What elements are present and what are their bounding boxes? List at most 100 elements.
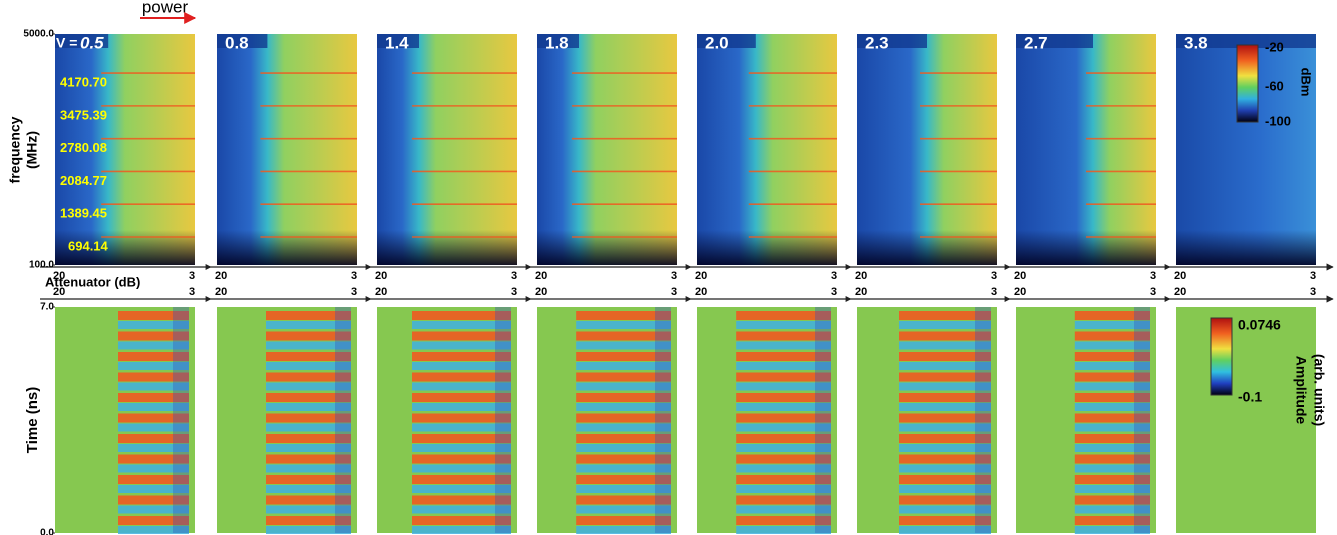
harmonic-label: 4170.70 — [60, 75, 107, 90]
waveform-stripe — [576, 485, 671, 493]
x-tick-label: 20 — [1014, 286, 1026, 298]
x-tick-label: 20 — [53, 286, 65, 298]
waveform-stripe — [1074, 311, 1150, 320]
y-tick-label: 0.0 — [40, 528, 54, 535]
waveform-stripe — [266, 423, 351, 432]
waveform-edge — [495, 307, 511, 533]
waveform-stripe — [1074, 495, 1150, 505]
waveform-stripe — [118, 485, 189, 493]
waveform-stripe — [412, 393, 511, 402]
waveform-stripe — [899, 311, 991, 320]
colorbar-label: Amplitude — [1293, 356, 1309, 425]
waveform-stripe — [266, 382, 351, 391]
waveform-stripe — [1074, 526, 1150, 534]
waveform-stripe — [576, 311, 671, 320]
waveform-stripe — [118, 403, 189, 411]
harmonic-label: 1389.45 — [60, 206, 107, 221]
waveform-stripe — [576, 423, 671, 432]
x-tick-label: 20 — [855, 270, 867, 282]
waveform-stripe — [412, 331, 511, 341]
colorbar-label: (arb. units) — [1311, 354, 1327, 426]
waveform-stripe — [118, 526, 189, 534]
waveform-stripe — [412, 495, 511, 505]
panel-label: 2.7 — [1024, 33, 1048, 52]
waveform-stripe — [899, 454, 991, 464]
waveform-stripe — [412, 321, 511, 329]
waveform-stripe — [118, 321, 189, 329]
waveform-stripe — [412, 454, 511, 464]
waveform-stripe — [736, 393, 831, 402]
waveform-stripe — [899, 393, 991, 402]
waveform-stripe — [736, 403, 831, 411]
waveform-stripe — [576, 372, 671, 382]
x-tick-label: 20 — [215, 270, 227, 282]
waveform-stripe — [412, 341, 511, 350]
waveform-stripe — [736, 341, 831, 350]
waveform-stripe — [576, 362, 671, 370]
waveform-stripe — [899, 423, 991, 432]
waveform-stripe — [576, 321, 671, 329]
waveform-stripe — [1074, 372, 1150, 382]
waveform-stripe — [576, 352, 671, 361]
waveform-stripe — [412, 423, 511, 432]
voltage-prefix: V = — [56, 35, 77, 51]
waveform-stripe — [412, 413, 511, 423]
colorbar-tick: -0.1 — [1238, 389, 1262, 405]
x-label: Attenuator (dB) — [45, 274, 140, 289]
x-tick-label: 3 — [1310, 270, 1316, 282]
waveform-stripe — [266, 352, 351, 361]
x-tick-label: 3 — [1310, 286, 1316, 298]
waveform-stripe — [1074, 464, 1150, 473]
waveform-stripe — [118, 311, 189, 320]
panel-label: 1.4 — [385, 33, 409, 52]
waveform-stripe — [412, 485, 511, 493]
y-label-bottom: Time (ns) — [24, 387, 41, 453]
x-tick-label: 3 — [671, 286, 677, 298]
waveform-stripe — [899, 485, 991, 493]
x-tick-label: 20 — [1174, 270, 1186, 282]
waveform-stripe — [118, 454, 189, 464]
waveform-stripe — [266, 505, 351, 514]
waveform-stripe — [412, 403, 511, 411]
spectrogram-shade — [1176, 230, 1316, 265]
x-tick-label: 20 — [215, 286, 227, 298]
x-tick-label: 20 — [695, 270, 707, 282]
waveform-stripe — [412, 516, 511, 525]
waveform-stripe — [1074, 434, 1150, 443]
x-tick-label: 20 — [695, 286, 707, 298]
waveform-stripe — [576, 505, 671, 514]
panel-label: 0.5 — [80, 33, 104, 52]
waveform-stripe — [266, 403, 351, 411]
x-tick-label: 3 — [351, 286, 357, 298]
waveform-stripe — [736, 495, 831, 505]
waveform-stripe — [118, 341, 189, 350]
colorbar-tick: -100 — [1265, 113, 1291, 128]
x-tick-label: 20 — [535, 286, 547, 298]
waveform-stripe — [1074, 423, 1150, 432]
y-tick-label: 100.0 — [29, 260, 54, 271]
waveform-stripe — [576, 382, 671, 391]
waveform-stripe — [118, 516, 189, 525]
waveform-stripe — [118, 382, 189, 391]
waveform-stripe — [412, 382, 511, 391]
waveform-stripe — [1074, 485, 1150, 493]
waveform-stripe — [266, 444, 351, 452]
waveform-edge — [975, 307, 991, 533]
waveform-stripe — [266, 321, 351, 329]
x-tick-label: 3 — [511, 286, 517, 298]
colorbar-tick: -60 — [1265, 78, 1284, 93]
waveform-stripe — [736, 331, 831, 341]
panels: 0.5 20 3 20 3 0.8 20 3 20 3 1.4 20 3 20 3 1.8 20 3 20 3 2.0 2… — [40, 33, 1334, 534]
waveform-stripe — [266, 454, 351, 464]
waveform-stripe — [576, 495, 671, 505]
waveform-stripe — [899, 505, 991, 514]
colorbar-tick: 0.0746 — [1238, 317, 1281, 333]
colorbar-bottom — [1210, 317, 1233, 396]
waveform-stripe — [736, 311, 831, 320]
waveform-stripe — [266, 464, 351, 473]
waveform-stripe — [1074, 444, 1150, 452]
waveform-stripe — [576, 413, 671, 423]
waveform-stripe — [118, 444, 189, 452]
waveform-stripe — [1074, 413, 1150, 423]
waveform-stripe — [736, 464, 831, 473]
